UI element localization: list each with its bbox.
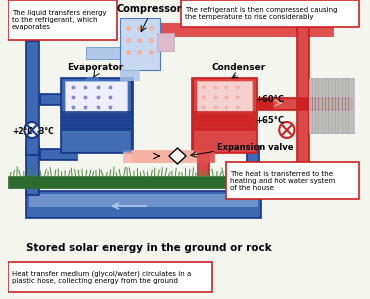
Bar [63,79,130,151]
Bar [157,23,333,36]
Bar [332,78,334,133]
Bar [298,20,307,164]
Bar [191,77,258,153]
Bar [120,18,160,70]
Bar [339,78,341,133]
Text: Stored solar energy in the ground or rock: Stored solar energy in the ground or roc… [26,243,272,253]
Bar [38,93,77,105]
FancyBboxPatch shape [8,0,117,40]
Text: Condenser: Condenser [211,63,266,72]
Bar [313,79,314,132]
Polygon shape [169,148,186,164]
Bar [60,77,133,153]
Text: -3°C: -3°C [37,127,54,136]
Bar [25,190,261,218]
Bar [312,78,314,133]
Bar [25,40,38,155]
Bar [157,23,333,36]
Bar [27,192,259,216]
Bar [322,78,324,133]
Bar [296,18,309,166]
FancyBboxPatch shape [8,262,212,292]
Bar [25,145,38,195]
Bar [343,79,344,132]
Bar [273,99,350,108]
Circle shape [24,122,40,138]
Bar [345,78,348,133]
Bar [325,78,328,133]
Bar [194,79,255,151]
Bar [194,123,255,126]
Bar [86,47,134,59]
Bar [271,97,352,110]
Text: Heat transfer medium (glycol/water) circulates in a
plastic hose, collecting ene: Heat transfer medium (glycol/water) circ… [12,270,191,284]
Bar [29,194,258,206]
Bar [194,119,255,122]
Bar [352,78,354,133]
Bar [353,79,354,132]
Bar [196,150,213,162]
Bar [316,79,317,132]
Bar [333,79,334,132]
Text: Compressor: Compressor [116,4,182,14]
Bar [326,79,327,132]
Bar [329,79,331,132]
Text: The heat is transferred to the
heating and hot water system
of the house: The heat is transferred to the heating a… [230,170,335,190]
Bar [63,115,130,118]
Text: The refrigerant is then compressed causing
the temperature to rise considerably: The refrigerant is then compressed causi… [185,7,337,20]
Bar [63,123,130,126]
Bar [40,150,77,158]
FancyBboxPatch shape [181,0,359,27]
Bar [342,78,344,133]
Bar [309,79,311,132]
Bar [38,148,77,160]
Text: +65°C: +65°C [255,116,285,125]
Circle shape [279,122,295,138]
Bar [198,155,207,175]
Bar [27,42,37,153]
Bar [336,79,337,132]
Bar [315,78,318,133]
Text: Evaporator: Evaporator [68,63,124,72]
Bar [346,79,347,132]
Bar [335,78,338,133]
Bar [258,97,271,110]
Text: +2°C: +2°C [12,127,33,136]
Bar [296,97,310,110]
Bar [246,145,259,195]
Bar [329,78,331,133]
Bar [157,23,333,36]
Bar [157,33,174,51]
Bar [319,79,321,132]
Bar [194,127,255,130]
Bar [27,147,37,193]
Bar [63,111,130,114]
FancyBboxPatch shape [226,162,359,199]
Bar [63,119,130,122]
Bar [8,176,289,188]
Bar [194,115,255,118]
Bar [196,153,209,175]
Bar [123,150,169,162]
Bar [40,95,77,103]
Bar [248,147,258,193]
Bar [349,79,351,132]
Bar [86,77,98,107]
Bar [132,150,196,162]
Text: Expansion valve: Expansion valve [218,144,294,152]
Bar [323,79,324,132]
Bar [319,78,321,133]
Bar [120,70,139,80]
Bar [65,81,127,113]
Bar [63,127,130,130]
Bar [196,81,252,113]
Bar [339,79,341,132]
Bar [194,111,255,114]
Text: The liquid transfers energy
to the refrigerant, which
evaporates: The liquid transfers energy to the refri… [12,10,107,30]
Bar [309,78,311,133]
Text: +60°C: +60°C [255,95,285,104]
Bar [349,78,351,133]
